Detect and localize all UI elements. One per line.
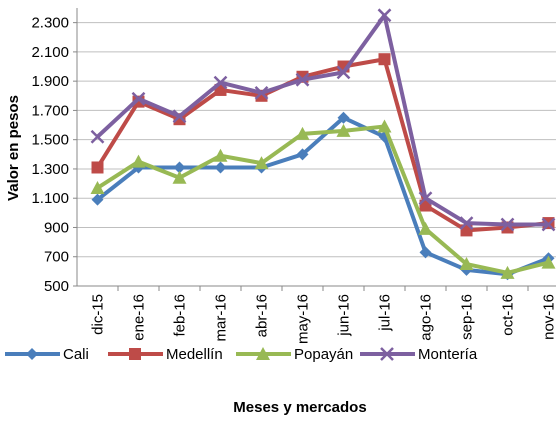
marker — [213, 75, 228, 90]
x-tick-label: jul-16 — [377, 294, 394, 332]
y-tick-label: 500 — [44, 278, 69, 295]
marker — [500, 217, 515, 232]
marker — [378, 53, 391, 66]
marker — [214, 161, 227, 174]
marker — [380, 347, 394, 361]
marker — [131, 91, 146, 106]
x-tick-label: may-16 — [295, 294, 312, 344]
marker — [336, 123, 351, 137]
marker — [500, 265, 515, 279]
marker — [172, 170, 187, 184]
marker — [90, 129, 105, 144]
legend-item: Medellín — [108, 346, 223, 363]
x-tick-label: sep-16 — [459, 294, 476, 340]
x-tick-label: mar-16 — [213, 294, 230, 342]
marker — [419, 246, 432, 259]
marker — [459, 216, 474, 230]
x-tick-label: ago-16 — [418, 294, 435, 341]
legend-item: Montería — [360, 346, 478, 363]
marker — [254, 85, 269, 100]
y-tick-label: 2.300 — [31, 15, 69, 32]
x-tick-label: feb-16 — [172, 294, 189, 337]
x-tick-label: abr-16 — [254, 294, 271, 337]
x-tick-label: nov-16 — [541, 294, 556, 340]
y-tick-label: 1.300 — [31, 161, 69, 178]
y-tick-label: 1.700 — [31, 102, 69, 119]
marker — [541, 255, 556, 269]
marker — [254, 156, 269, 170]
marker — [377, 8, 392, 23]
y-tick-label: 2.100 — [31, 44, 69, 61]
marker — [173, 161, 186, 174]
y-tick-label: 1.100 — [31, 190, 69, 207]
x-tick-label: dic-15 — [90, 294, 107, 335]
marker — [26, 348, 38, 360]
series-line — [96, 115, 550, 277]
marker — [418, 191, 433, 206]
marker — [336, 65, 351, 80]
marker — [541, 217, 556, 232]
y-axis-title: Valor en pesos — [5, 95, 22, 201]
y-tick-label: 700 — [44, 249, 69, 266]
x-tick-label: ene-16 — [131, 294, 148, 341]
marker — [377, 119, 392, 133]
marker — [91, 193, 104, 206]
marker — [256, 347, 270, 360]
marker — [129, 348, 141, 360]
marker — [337, 111, 350, 124]
marker — [295, 72, 310, 87]
y-tick-label: 1.900 — [31, 73, 69, 90]
y-tick-label: 900 — [44, 219, 69, 236]
marker — [296, 148, 309, 161]
marker — [213, 148, 228, 162]
x-tick-label: oct-16 — [500, 294, 517, 336]
marker — [295, 126, 310, 140]
series-line — [96, 13, 549, 227]
legend-label: Medellín — [166, 346, 223, 363]
x-axis-title: Meses y mercados — [233, 399, 366, 416]
legend-item: Popayán — [236, 346, 353, 363]
marker — [172, 109, 187, 124]
series-line — [95, 57, 549, 233]
legend-label: Popayán — [294, 346, 353, 363]
legend-item: Cali — [5, 346, 89, 363]
marker — [91, 161, 104, 174]
y-tick-label: 1.500 — [31, 132, 69, 149]
legend-label: Cali — [63, 346, 89, 363]
marker — [459, 257, 474, 271]
series-line — [96, 124, 549, 275]
marker — [90, 180, 105, 194]
x-tick-label: jun-16 — [336, 294, 353, 337]
marker — [131, 154, 146, 168]
legend-label: Montería — [418, 346, 478, 363]
marker — [418, 221, 433, 235]
